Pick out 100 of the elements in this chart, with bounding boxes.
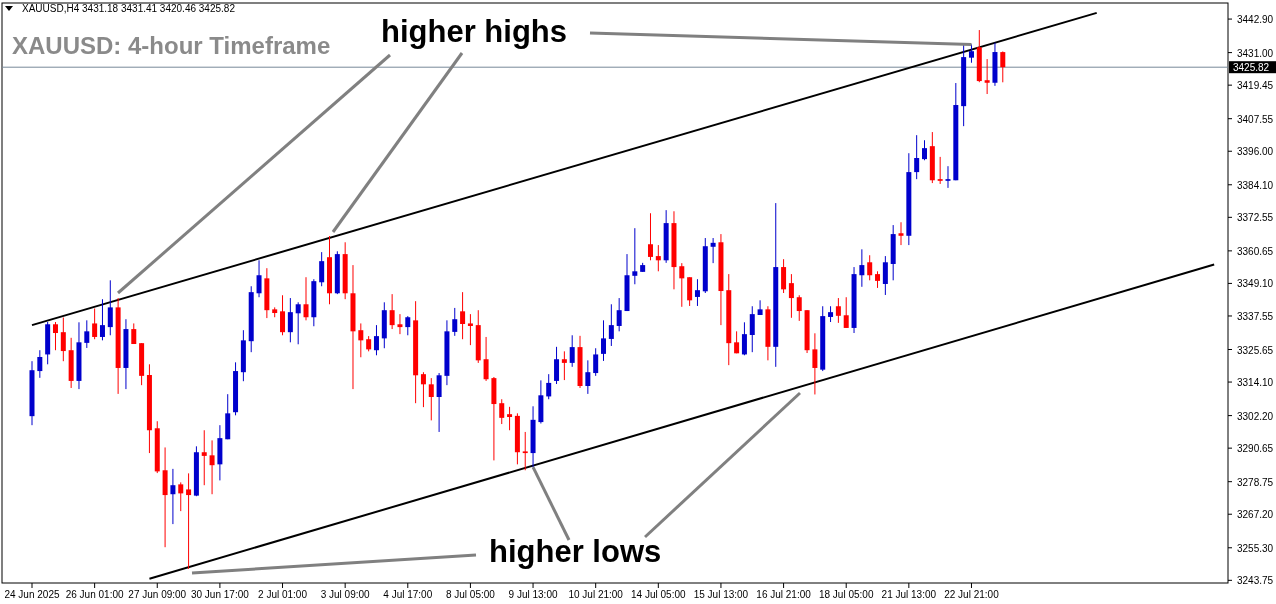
candlestick <box>922 139 927 161</box>
x-tick-label: 27 Jun 09:00 <box>128 589 187 600</box>
annotation: XAUUSD: 4-hour Timeframe <box>12 32 331 59</box>
candlestick <box>984 58 990 95</box>
x-tick-label: 9 Jul 13:00 <box>508 589 558 600</box>
candlestick <box>788 273 794 319</box>
candlestick <box>749 305 755 353</box>
candlestick <box>585 359 591 395</box>
y-tick-label: 3337.55 <box>1237 310 1274 322</box>
candlestick <box>608 303 614 347</box>
candlestick <box>914 134 920 180</box>
candlestick <box>373 324 379 356</box>
x-tick-label: 4 Jul 17:00 <box>383 589 433 600</box>
candlestick <box>679 262 685 308</box>
candlestick <box>428 377 434 421</box>
candlestick <box>859 248 865 288</box>
y-tick-label: 3290.65 <box>1237 443 1274 455</box>
candlestick <box>483 336 489 382</box>
candlestick <box>405 315 411 336</box>
candlestick <box>201 429 207 486</box>
candlestick <box>569 334 575 368</box>
candlestick <box>319 251 325 287</box>
candlestick <box>593 347 599 377</box>
candlestick <box>107 279 113 336</box>
candlestick <box>397 313 403 335</box>
candlestick <box>303 276 309 321</box>
candlestick <box>898 221 904 246</box>
candlestick <box>1000 50 1006 83</box>
candlestick <box>295 301 301 345</box>
candlestick <box>843 296 849 329</box>
candlestick <box>452 307 458 337</box>
candlestick <box>687 276 693 307</box>
candlestick <box>99 298 105 341</box>
x-tick-label: 26 Jun 01:00 <box>65 589 124 600</box>
candlestick <box>467 313 473 346</box>
y-tick-label: 3384.10 <box>1237 179 1274 191</box>
ref-line-label: 3425.82 <box>1233 62 1270 74</box>
candlestick <box>757 299 763 316</box>
candlestick <box>694 278 700 307</box>
candlestick <box>781 258 787 294</box>
candlestick <box>507 406 513 431</box>
x-tick-label: 8 Jul 05:00 <box>445 589 496 600</box>
candlestick <box>287 297 293 343</box>
candlestick <box>460 291 466 340</box>
y-tick-label: 3431.00 <box>1237 47 1274 59</box>
y-tick-label: 3349.10 <box>1237 278 1274 290</box>
y-tick-label: 3419.45 <box>1237 80 1274 92</box>
x-tick-label: 3 Jul 09:00 <box>320 589 371 600</box>
candlestick <box>358 322 364 358</box>
candlestick <box>170 468 176 525</box>
candlestick <box>37 349 43 379</box>
x-tick-label: 30 Jun 17:00 <box>190 589 250 600</box>
candlestick <box>882 255 888 296</box>
candlestick <box>436 372 442 433</box>
candlestick <box>867 254 873 281</box>
y-tick-label: 3243.75 <box>1237 575 1274 587</box>
y-tick-label: 3372.55 <box>1237 212 1274 224</box>
x-tick-label: 18 Jul 05:00 <box>818 589 874 600</box>
candlestick <box>499 398 505 425</box>
candlestick <box>389 293 395 330</box>
candlestick <box>601 319 607 362</box>
candlestick <box>554 346 560 385</box>
x-tick-label: 10 Jul 21:00 <box>568 589 624 600</box>
x-tick-label: 22 Jul 21:00 <box>944 589 1000 600</box>
y-tick-label: 3442.90 <box>1237 14 1274 26</box>
candlestick <box>84 319 90 349</box>
candlestick <box>561 350 567 381</box>
y-tick-label: 3325.65 <box>1237 344 1274 356</box>
candlestick <box>741 321 747 356</box>
x-tick-label: 15 Jul 13:00 <box>693 589 749 600</box>
y-tick-label: 3267.20 <box>1237 509 1274 521</box>
candlestick <box>835 297 841 324</box>
x-tick-label: 24 Jun 2025 <box>4 589 60 600</box>
candlestick <box>945 165 951 189</box>
candlestick <box>52 321 58 351</box>
x-tick-label: 16 Jul 21:00 <box>756 589 812 600</box>
y-tick-label: 3255.30 <box>1237 542 1274 554</box>
candlestick <box>710 237 716 264</box>
candlestick <box>632 227 638 285</box>
candlestick <box>647 212 653 261</box>
annotation: higher lows <box>489 534 662 569</box>
candlestick <box>178 481 184 512</box>
candlestick <box>812 332 818 395</box>
x-tick-label: 2 Jul 01:00 <box>258 589 308 600</box>
candlestick <box>280 294 286 336</box>
candlestick <box>546 373 552 400</box>
y-tick-label: 3314.10 <box>1237 377 1274 389</box>
candlestick <box>968 43 974 64</box>
candlestick <box>186 472 192 570</box>
candlestick <box>616 297 622 332</box>
candlestick <box>420 371 426 408</box>
y-tick-label: 3278.75 <box>1237 476 1274 488</box>
candlestick <box>256 259 262 298</box>
y-tick-label: 3396.00 <box>1237 146 1274 158</box>
y-tick-label: 3360.65 <box>1237 245 1274 257</box>
candlestick <box>937 156 943 185</box>
candlestick <box>60 317 66 362</box>
y-tick-label: 3407.55 <box>1237 113 1274 125</box>
x-tick-label: 21 Jul 13:00 <box>881 589 937 600</box>
y-tick-label: 3302.20 <box>1237 410 1274 422</box>
